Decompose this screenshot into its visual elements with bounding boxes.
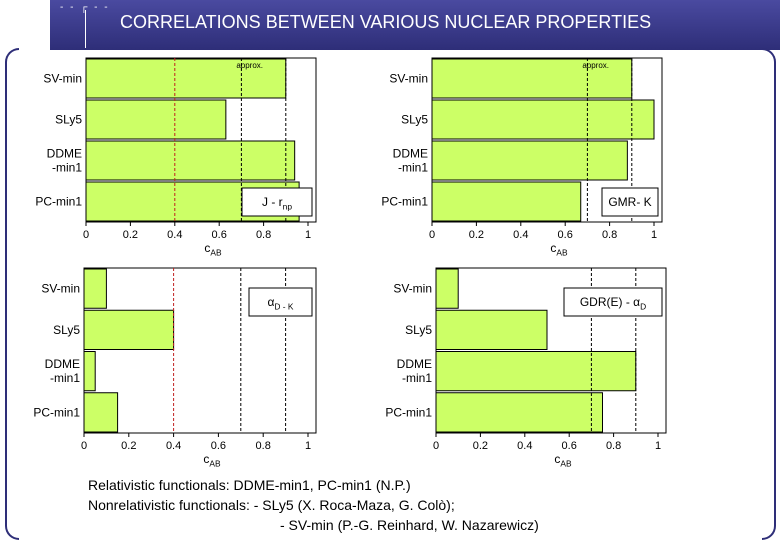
chart-2-tick-label-3: 0.6 [211, 440, 226, 452]
chart-2-bar-1 [83, 309, 175, 350]
chart-1-bar-3 [431, 181, 582, 222]
chart-0-category-label-1: SLy5 [55, 113, 82, 127]
chart-2-legend: αD - K [267, 295, 293, 312]
chart-3-category-label-1: SLy5 [405, 323, 432, 337]
chart-3-tick-label-4: 0.8 [606, 440, 621, 452]
title-decoration: ‐ ‐ ┌ ‐ ‐ [60, 2, 110, 13]
chart-3-xlabel: cAB [554, 452, 572, 469]
chart-2-category-label-1: SLy5 [53, 323, 80, 337]
chart-2-bar-2 [83, 351, 96, 392]
chart-1-annotation: approx. [582, 61, 609, 70]
chart-2-tick-label-1: 0.2 [121, 440, 136, 452]
title-bar [50, 0, 780, 50]
chart-1-tick-label-4: 0.8 [602, 229, 617, 241]
chart-1-tick-label-1: 0.2 [469, 229, 484, 241]
chart-1-category-label-1: SLy5 [401, 113, 428, 127]
chart-0-bar-1 [85, 99, 227, 140]
chart-0-legend: J - rnp [262, 195, 292, 212]
chart-0-tick-label-0: 0 [83, 229, 89, 241]
chart-1-tick-label-0: 0 [429, 229, 435, 241]
chart-3-category-label-3: PC-min1 [385, 405, 432, 419]
chart-2-tick-label-2: 0.4 [166, 440, 181, 452]
chart-0-bar-2 [85, 140, 296, 181]
chart-3-tick-label-2: 0.4 [517, 440, 532, 452]
chart-1-xlabel: cAB [550, 241, 568, 258]
chart-0-tick-label-4: 0.8 [256, 229, 271, 241]
chart-0-category-label-0: SV-min [43, 72, 82, 86]
chart-1-tick-label-3: 0.6 [558, 229, 573, 241]
chart-1-category-label-0: SV-min [389, 72, 428, 86]
chart-0-tick-label-3: 0.6 [212, 229, 227, 241]
chart-1-bar-0 [431, 58, 633, 99]
chart-2-category-label-0: SV-min [41, 282, 80, 296]
chart-0-tick-label-1: 0.2 [123, 229, 138, 241]
chart-0-tick-label-2: 0.4 [167, 229, 182, 241]
chart-0-legend-box [241, 187, 313, 217]
chart-0-category-label-3: PC-min1 [35, 195, 82, 209]
chart-1-tick-label-2: 0.4 [513, 229, 528, 241]
chart-3-bar-0 [435, 268, 459, 309]
chart-3-tick-label-1: 0.2 [473, 440, 488, 452]
chart-0-annotation: approx. [236, 61, 263, 70]
chart-1-category-label-3: PC-min1 [381, 195, 428, 209]
chart-2-tick-label-4: 0.8 [256, 440, 271, 452]
chart-2-xlabel: cAB [203, 452, 221, 469]
chart-1-bar-2 [431, 140, 628, 181]
chart-1-legend: GMR- K [608, 195, 651, 209]
chart-2-bar-3 [83, 392, 119, 433]
chart-1-tick-label-5: 1 [651, 229, 657, 241]
page-title: CORRELATIONS BETWEEN VARIOUS NUCLEAR PRO… [120, 12, 652, 32]
chart-2-category-label-3: PC-min1 [33, 405, 80, 419]
chart-3-tick-label-5: 1 [655, 440, 661, 452]
note-svmin: - SV-min (P.-G. Reinhard, W. Nazarewicz) [280, 517, 539, 533]
chart-3-tick-label-3: 0.6 [562, 440, 577, 452]
chart-3-bar-2 [435, 351, 637, 392]
chart-3-category-label-0: SV-min [393, 282, 432, 296]
chart-0-bar-0 [85, 58, 287, 99]
title-decoration-line [85, 10, 86, 48]
chart-1-bar-1 [431, 99, 655, 140]
chart-2-bar-0 [83, 268, 107, 309]
note-relativistic: Relativistic functionals: DDME-min1, PC-… [88, 477, 411, 493]
chart-3-bar-1 [435, 309, 548, 350]
chart-3-bar-3 [435, 392, 603, 433]
note-nonrelativistic: Nonrelativistic functionals: - SLy5 (X. … [88, 497, 455, 513]
chart-3-legend: GDR(E) - αD [580, 295, 646, 312]
chart-3-tick-label-0: 0 [433, 440, 439, 452]
chart-1-category-label-2: DDME -min1 [393, 147, 429, 175]
chart-0-category-label-2: DDME -min1 [47, 147, 83, 175]
chart-2-category-label-2: DDME -min1 [45, 357, 81, 385]
chart-1-legend-box [601, 187, 659, 217]
chart-0-tick-label-5: 1 [305, 229, 311, 241]
chart-0-xlabel: cAB [204, 241, 222, 258]
chart-3-legend-box [563, 287, 663, 317]
chart-3-category-label-2: DDME -min1 [397, 357, 433, 385]
chart-2-legend-box [248, 287, 313, 317]
chart-2-tick-label-5: 1 [305, 440, 311, 452]
chart-2-tick-label-0: 0 [81, 440, 87, 452]
